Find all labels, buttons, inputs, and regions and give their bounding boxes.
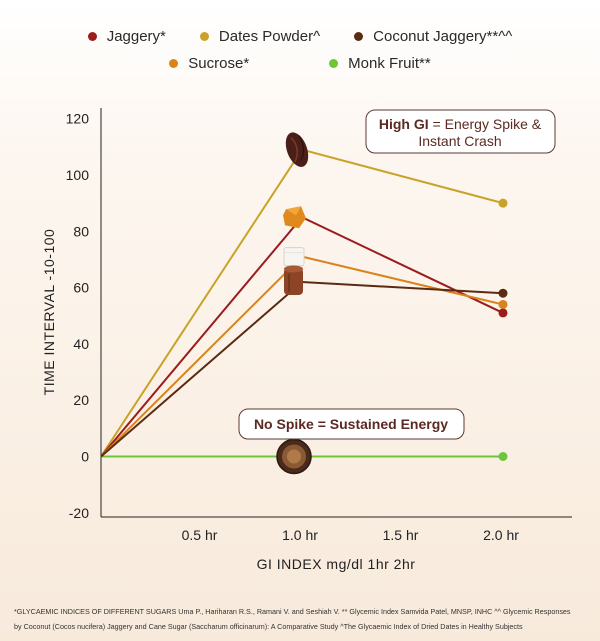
legend-item-coconut-jaggery: Coconut Jaggery**^^ — [354, 28, 512, 45]
dates-icon — [285, 132, 309, 167]
y-tick-label-100: 100 — [66, 167, 90, 183]
legend-item-monk-fruit: Monk Fruit** — [329, 55, 431, 72]
footnote-line-2: by Coconut (Cocos nucifera) Jaggery and … — [14, 622, 523, 631]
legend-dot-coconut-jaggery — [354, 32, 364, 41]
series-point-sucrose — [498, 299, 508, 309]
legend-row-2: Sucrose* Monk Fruit** — [0, 55, 600, 72]
no-spike-callout-text: No Spike = Sustained Energy — [254, 416, 448, 432]
legend-dot-jaggery — [87, 32, 97, 41]
high-gi-callout-bold: High GI — [379, 116, 429, 132]
legend-item-dates-powder: Dates Powder^ — [199, 28, 321, 45]
legend-label-monk-fruit: Monk Fruit** — [348, 55, 431, 72]
axes — [100, 108, 572, 518]
high-gi-callout-rest: = Energy Spike & — [429, 116, 542, 132]
high-gi-callout-line1: High GI = Energy Spike & — [379, 116, 542, 132]
x-tick-label-1-0-hr: 1.0 hr — [282, 527, 318, 543]
coconut-jaggery-icon — [284, 265, 303, 295]
legend-item-sucrose: Sucrose* — [169, 55, 249, 72]
legend-dot-dates-powder — [199, 32, 209, 41]
y-axis-title: TIME INTERVAL -10-100 — [41, 229, 57, 396]
series-point-dates-powder — [498, 198, 508, 208]
high-gi-callout-line2: Instant Crash — [418, 133, 501, 149]
y-tick-labels: -20 0 20 40 60 80 100 120 — [66, 111, 90, 521]
series-end-points — [498, 198, 508, 461]
legend-label-coconut-jaggery: Coconut Jaggery**^^ — [373, 28, 513, 45]
footnote-line-1: *GLYCAEMIC INDICES OF DIFFERENT SUGARS U… — [14, 607, 571, 616]
legend-label-dates-powder: Dates Powder^ — [218, 28, 321, 45]
high-gi-callout: High GI = Energy Spike & Instant Crash — [365, 109, 556, 154]
legend-row-1: Jaggery* Dates Powder^ Coconut Jaggery**… — [0, 28, 600, 45]
series-point-jaggery — [498, 308, 508, 318]
y-tick-label-40: 40 — [73, 336, 89, 352]
gi-line-chart: -20 0 20 40 60 80 100 120 0.5 hr 1.0 hr 1.5 hr 2.0… — [41, 108, 572, 572]
x-tick-label-2-0-hr: 2.0 hr — [483, 527, 519, 543]
y-tick-label-120: 120 — [66, 111, 90, 127]
series-point-monk-fruit — [498, 452, 508, 461]
legend-item-jaggery: Jaggery* — [87, 28, 166, 45]
legend-dot-sucrose — [169, 59, 179, 68]
no-spike-callout-box — [238, 408, 465, 440]
footnote: *GLYCAEMIC INDICES OF DIFFERENT SUGARS U… — [14, 604, 594, 634]
x-tick-labels: 0.5 hr 1.0 hr 1.5 hr 2.0 hr — [182, 527, 520, 543]
x-tick-label-0-5-hr: 0.5 hr — [182, 527, 218, 543]
chart-legend: Jaggery* Dates Powder^ Coconut Jaggery**… — [0, 28, 600, 82]
y-tick-label-80: 80 — [73, 223, 89, 239]
y-tick-label-20: 20 — [73, 392, 89, 408]
y-tick-label-60: 60 — [73, 280, 89, 296]
sugar-cube-icon — [283, 247, 305, 267]
monk-fruit-icon — [276, 438, 312, 475]
y-tick-label-minus-20: -20 — [69, 505, 89, 521]
legend-label-sucrose: Sucrose* — [188, 55, 250, 72]
x-axis-title: GI INDEX mg/dl 1hr 2hr — [257, 556, 416, 572]
legend-dot-monk-fruit — [329, 59, 339, 68]
legend-label-jaggery: Jaggery* — [106, 28, 166, 45]
y-tick-label-0: 0 — [81, 449, 89, 465]
series-point-coconut-jaggery — [498, 288, 508, 298]
jaggery-icon — [283, 206, 306, 229]
no-spike-callout: No Spike = Sustained Energy — [238, 408, 465, 440]
x-tick-label-1-5-hr: 1.5 hr — [383, 527, 419, 543]
high-gi-callout-box — [365, 109, 556, 154]
